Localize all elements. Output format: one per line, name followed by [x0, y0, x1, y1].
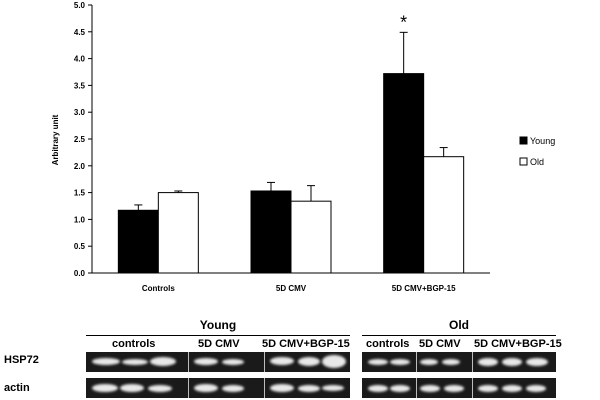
y-axis-ticks: 0.0 0.5 1.0 1.5 2.0 2.5 3.0 3.5 4.0 4.5 5.0	[74, 1, 92, 278]
y-tick-label: 4.0	[74, 55, 86, 64]
legend-swatch	[519, 136, 528, 145]
y-tick-label: 3.0	[74, 108, 86, 117]
y-tick-label: 1.0	[74, 215, 86, 224]
blot-old-condition-5d-cmv-bgp15: 5D CMV+BGP-15	[474, 338, 562, 350]
bars: *	[117, 12, 465, 274]
y-tick-label: 4.5	[74, 28, 86, 37]
blot-group-title-young: Young	[199, 318, 237, 332]
y-tick-label: 2.0	[74, 162, 86, 171]
significance-marker: *	[400, 12, 407, 32]
y-tick-label: 3.5	[74, 81, 86, 90]
x-axis-labels: Controls 5D CMV 5D CMV+BGP-15	[142, 284, 456, 293]
blot-image-actin-young	[86, 378, 350, 398]
blot-old-condition-5d-cmv: 5D CMV	[419, 338, 461, 350]
blot-row-label-hsp72: HSP72	[4, 354, 39, 366]
blot-old-condition-controls: controls	[366, 338, 410, 350]
blot-image-hsp72-young	[86, 352, 350, 372]
y-axis-label: Arbitrary unit	[51, 114, 60, 165]
bar	[383, 73, 425, 274]
blot-group-rule-young	[86, 335, 350, 336]
legend-label: Young	[530, 136, 555, 146]
western-blot-panel: Young Old controls 5D CMV 5D CMV+BGP-15 …	[0, 312, 600, 400]
blot-image-hsp72-old	[362, 352, 556, 372]
y-tick-label: 0.0	[74, 269, 86, 278]
y-tick-label: 1.5	[74, 189, 86, 198]
bar-chart: 0.0 0.5 1.0 1.5 2.0 2.5 3.0 3.5 4.0 4.5 5.0 * Cont…	[51, 1, 555, 293]
bar	[290, 200, 332, 274]
blot-image-actin-old	[362, 378, 556, 398]
blot-young-condition-5d-cmv-bgp15: 5D CMV+BGP-15	[262, 338, 350, 350]
blot-row-label-actin: actin	[4, 382, 30, 394]
bar	[117, 209, 159, 274]
x-tick-label: Controls	[142, 284, 175, 293]
bar	[157, 192, 199, 274]
bar	[423, 156, 465, 274]
blot-group-title-old: Old	[449, 318, 469, 332]
y-tick-label: 2.5	[74, 135, 86, 144]
blot-young-condition-5d-cmv: 5D CMV	[198, 338, 240, 350]
bar	[250, 190, 292, 274]
y-tick-label: 5.0	[74, 1, 86, 10]
blot-group-rule-old	[362, 335, 556, 336]
blot-young-condition-controls: controls	[112, 338, 156, 350]
legend-label: Old	[530, 157, 544, 167]
y-tick-label: 0.5	[74, 242, 86, 251]
legend-swatch	[519, 157, 528, 166]
legend: Young Old	[519, 136, 555, 167]
x-tick-label: 5D CMV	[276, 284, 307, 293]
x-tick-label: 5D CMV+BGP-15	[392, 284, 456, 293]
